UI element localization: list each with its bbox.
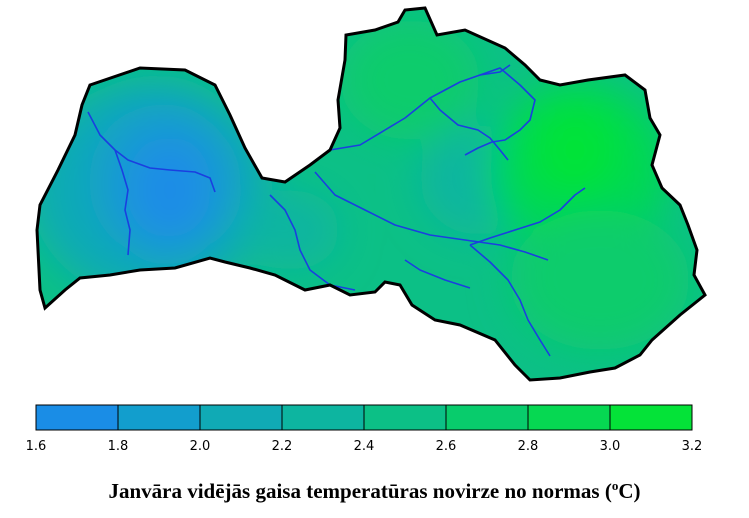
colorbar-tick-label: 3.2 (682, 439, 703, 454)
river (114, 149, 131, 256)
river (404, 259, 471, 289)
colorbar-tick-label: 2.8 (518, 439, 539, 454)
caption-text: Janvāra vidējās gaisa temperatūras novir… (108, 479, 612, 503)
caption-degree: o (611, 478, 619, 493)
map-caption: Janvāra vidējās gaisa temperatūras novir… (0, 478, 749, 504)
colorbar-swatch (363, 404, 447, 431)
colorbar-tick-label: 1.6 (26, 439, 47, 454)
temperature-field (37, 8, 705, 380)
colorbar-swatch (199, 404, 283, 431)
river (429, 97, 509, 161)
river (87, 111, 216, 193)
colorbar-swatch (609, 404, 693, 431)
colorbar-tick-label: 3.0 (600, 439, 621, 454)
colorbar-swatch (35, 404, 119, 431)
colorbar-tick-label: 1.8 (108, 439, 129, 454)
colorbar-swatch (281, 404, 365, 431)
caption-unit: C) (618, 479, 641, 503)
colorbar-swatch (117, 404, 201, 431)
colorbar-tick-label: 2.0 (190, 439, 211, 454)
river (469, 187, 586, 246)
rivers (87, 64, 586, 357)
colorbar-legend: 1.6 1.8 2.0 2.2 2.4 2.6 2.8 3.0 3.2 (26, 404, 703, 454)
river (314, 171, 549, 261)
colorbar-swatch (445, 404, 529, 431)
colorbar-tick-label: 2.4 (354, 439, 375, 454)
colorbar-tick-label: 2.6 (436, 439, 457, 454)
colorbar-tick-label: 2.2 (272, 439, 293, 454)
latvia-temperature-map: 1.6 1.8 2.0 2.2 2.4 2.6 2.8 3.0 3.2 (26, 6, 707, 454)
river (464, 67, 536, 156)
river (469, 244, 551, 357)
colorbar-swatch (527, 404, 611, 431)
